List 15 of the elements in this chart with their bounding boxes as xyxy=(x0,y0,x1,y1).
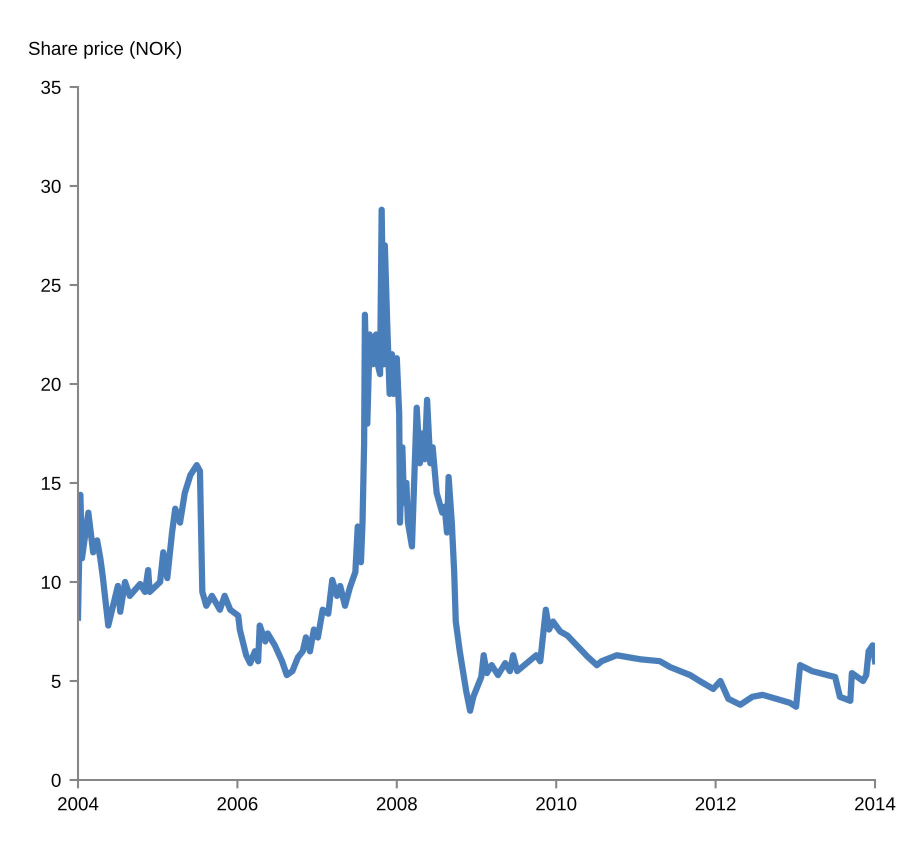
y-tick-label: 0 xyxy=(52,774,61,787)
y-tick-label: 15 xyxy=(42,476,61,490)
x-tick-label: 2008 xyxy=(376,797,417,810)
y-tick-label: 30 xyxy=(41,180,61,193)
x-tick-label: 2014 xyxy=(855,797,896,810)
x-tick-label: 2010 xyxy=(536,797,576,810)
x-tick-label: 2012 xyxy=(696,797,736,810)
y-tick-label: 35 xyxy=(41,80,61,94)
y-tick-label: 20 xyxy=(41,378,61,391)
y-tick-label: 25 xyxy=(41,278,61,292)
y-tick-label: 10 xyxy=(42,576,61,589)
y-tick-label: 5 xyxy=(52,674,61,688)
x-tick-label: 2006 xyxy=(217,797,258,810)
x-tick-label: 2004 xyxy=(58,797,98,810)
y-axis-title: Share price (NOK) xyxy=(28,41,182,59)
